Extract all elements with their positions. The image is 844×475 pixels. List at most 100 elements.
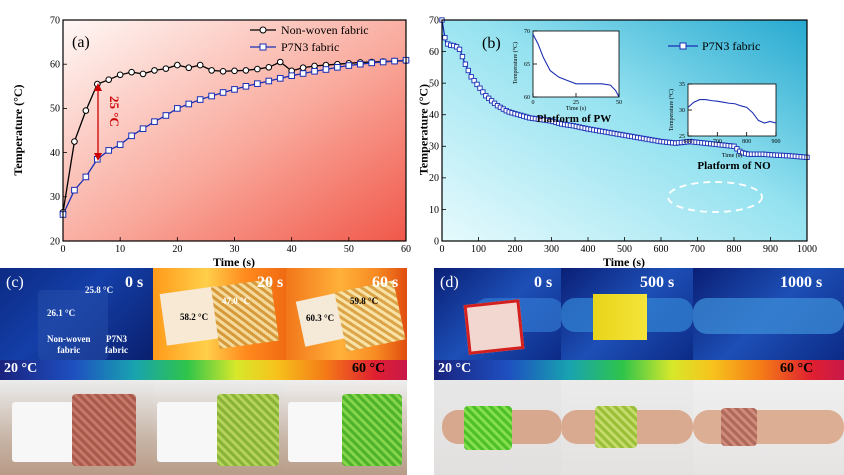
warm-band-region — [593, 294, 647, 340]
point-nonwoven — [311, 62, 318, 70]
b-ytick-label: 30 — [429, 142, 439, 153]
temp-label-c-0a: 25.8 °C — [85, 285, 114, 295]
photo-c-1 — [153, 380, 286, 475]
a-xtick-label: 60 — [401, 244, 411, 255]
point-p7n3 — [254, 80, 261, 87]
b-xtick-label: 900 — [763, 244, 778, 255]
colorbar-c-max: 60 °C — [352, 361, 386, 376]
b-ytick-label: 10 — [429, 205, 439, 216]
delta-annotation: 25 °C — [94, 83, 122, 161]
arm — [693, 410, 844, 444]
point-nonwoven — [276, 58, 284, 66]
a-ytick-label: 60 — [50, 60, 60, 71]
b-xtick-label: 0 — [440, 244, 445, 255]
caption-nonwoven: Non-woven fabric — [47, 334, 91, 356]
inset-pw-xtick-label: 25 — [573, 100, 579, 106]
x-axis-label-a: Time (s) — [213, 255, 255, 268]
inset-pw-ytick-label: 65 — [524, 62, 530, 68]
point-nonwoven — [162, 65, 170, 72]
caption-p7n3-line2: fabric — [105, 345, 128, 355]
inset-no-xtick-label: 700 — [713, 139, 722, 145]
plot-area-background — [63, 20, 406, 241]
point-p7n3-b — [459, 53, 466, 60]
point-p7n3-b — [480, 89, 486, 95]
a-xtick-label: 50 — [344, 244, 354, 255]
point-p7n3 — [356, 60, 364, 68]
photo-row-d — [434, 380, 844, 475]
photo-d-2 — [693, 380, 844, 475]
inset-pw-title: Platform of PW — [537, 113, 612, 125]
thermal-frame-d-1 — [561, 268, 693, 360]
point-p7n3 — [128, 132, 135, 140]
inset-no-xtick-label: 900 — [772, 139, 781, 145]
delta-label: 25 °C — [107, 96, 122, 127]
inset-line-pw — [532, 34, 620, 98]
yellow-green-band — [595, 406, 637, 448]
point-p7n3 — [379, 58, 387, 66]
inset-pw-ytick-label: 70 — [524, 29, 530, 35]
a-xtick-label: 10 — [115, 244, 125, 255]
inset-no-ytick-label: 30 — [679, 108, 685, 114]
inset-no-ylabel: Temperature (°C) — [668, 89, 675, 131]
point-p7n3 — [139, 125, 147, 133]
point-p7n3 — [311, 67, 318, 75]
point-nonwoven — [71, 138, 78, 145]
a-ytick-label: 30 — [50, 192, 60, 203]
a-xtick-label: 0 — [61, 244, 66, 255]
b-xtick-label: 1000 — [797, 244, 817, 255]
inset-no-ytick-label: 25 — [679, 134, 685, 140]
point-nonwoven — [254, 65, 261, 73]
a-ytick-label: 40 — [50, 148, 60, 159]
point-p7n3 — [208, 92, 215, 100]
temp-label-c-1b: 58.2 °C — [180, 312, 209, 322]
b-ytick-label: 50 — [429, 78, 439, 89]
point-nonwoven — [299, 64, 307, 72]
a-ytick-label: 20 — [50, 236, 60, 247]
point-p7n3-b — [462, 61, 469, 67]
photo-row-c — [0, 380, 407, 475]
point-nonwoven — [208, 67, 215, 74]
arm-region — [693, 298, 844, 334]
b-xtick-label: 200 — [508, 244, 523, 255]
x-axis-label-b: Time (s) — [603, 255, 645, 268]
point-nonwoven — [265, 63, 273, 71]
time-label-c-0: 0 s — [125, 274, 144, 291]
point-p7n3-b — [468, 74, 474, 80]
platform-highlight-ellipse — [667, 181, 763, 213]
inset-platform-pw: 0 25 50 60 65 70 Temperature (°C) Time (s) Pl… — [512, 29, 622, 125]
point-p7n3 — [82, 173, 90, 181]
inset-pw-xtick-label: 0 — [532, 100, 535, 106]
point-nonwoven — [105, 76, 113, 83]
time-label-c-2: 60 s — [372, 274, 399, 291]
point-nonwoven — [185, 64, 193, 72]
photo-c-2 — [286, 380, 407, 475]
plot-frame — [62, 19, 407, 242]
inset-no-ytick-label: 35 — [679, 82, 685, 88]
legend-label-nonwoven: Non-woven fabric — [281, 23, 369, 37]
inset-pw-xlabel: Time (s) — [566, 105, 586, 112]
inset-pw-ytick-label: 60 — [524, 95, 530, 101]
b-ytick-label: 70 — [429, 15, 439, 26]
point-p7n3 — [151, 118, 158, 125]
knit-band — [217, 394, 279, 466]
b-xtick-label: 300 — [544, 244, 559, 255]
caption-p7n3-line1: P7N3 — [106, 334, 127, 344]
b-xtick-label: 500 — [617, 244, 632, 255]
b-ytick-label: 0 — [434, 236, 439, 247]
point-p7n3 — [368, 59, 375, 67]
legend-a: Non-woven fabric P7N3 fabric — [250, 23, 369, 54]
colorbar-c — [0, 360, 407, 380]
point-p7n3-b — [465, 67, 471, 74]
caption-nonwoven-line2: fabric — [57, 345, 81, 355]
colorbar-d — [434, 360, 844, 380]
time-label-d-0: 0 s — [534, 274, 553, 291]
point-nonwoven — [196, 61, 204, 69]
photo-d-1 — [561, 380, 693, 475]
chart-b: 0 100 200 300 400 500 600 700 800 900 100001020304… — [429, 15, 817, 268]
thermal-frame-d-0 — [434, 268, 564, 360]
temp-label-c-2a: 59.8 °C — [350, 296, 379, 306]
thermal-frame-c-2 — [286, 268, 407, 360]
inset-no-xlabel: Time (s) — [722, 152, 742, 159]
point-p7n3 — [116, 141, 124, 148]
nonwoven-band — [288, 402, 344, 462]
